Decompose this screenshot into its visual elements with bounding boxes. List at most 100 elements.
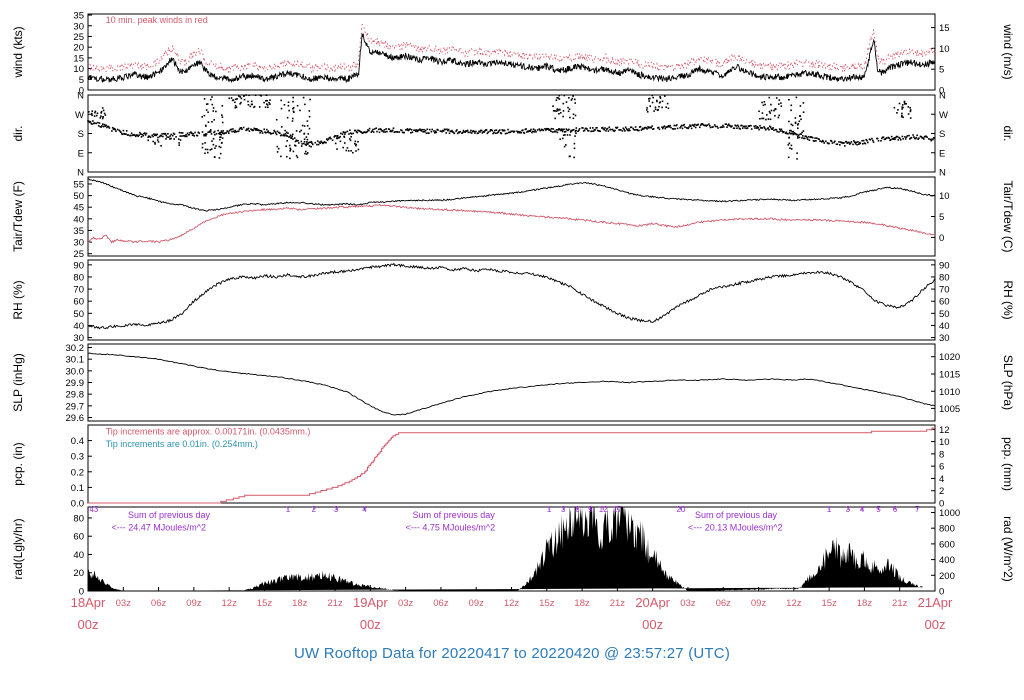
rad-ytick-left-label: 0 bbox=[79, 587, 84, 598]
temp-ytick-right-label: 10 bbox=[939, 191, 950, 202]
slp-ylabel-left: SLP (inHg) bbox=[11, 353, 25, 411]
slp-ytick-right-label: 1020 bbox=[939, 352, 960, 363]
temp-ylabel-left: Tair/Tdew (F) bbox=[11, 181, 25, 252]
wind-ytick-left-label: 20 bbox=[73, 43, 84, 54]
dir-ytick-left-label: S bbox=[78, 129, 84, 140]
wind-ytick-right-label: 0 bbox=[939, 86, 944, 97]
x-major-hour-label: 00z bbox=[925, 617, 946, 632]
x-minor-label: 03z bbox=[116, 598, 132, 609]
temp-ytick-left-label: 25 bbox=[73, 249, 84, 260]
rad-annotation: Sum of previous day bbox=[413, 510, 496, 520]
wind-ytick-right-label: 5 bbox=[939, 65, 944, 76]
x-minor-label: 03z bbox=[680, 598, 696, 609]
wind-ytick-left-label: 10 bbox=[73, 64, 84, 75]
x-minor-label: 09z bbox=[186, 598, 202, 609]
temp-ytick-left-label: 45 bbox=[73, 203, 84, 214]
x-major-day-label: 20Apr bbox=[635, 595, 670, 610]
dir-ytick-left-label: E bbox=[78, 148, 84, 159]
panel-slp: 29.629.729.829.930.030.130.2 1005 1010 1015… bbox=[11, 343, 1015, 424]
rad-annotation: 4 bbox=[860, 505, 865, 514]
wind-ytick-left-label: 0 bbox=[79, 86, 84, 97]
rh-frame bbox=[87, 259, 936, 341]
x-minor-label: 12z bbox=[786, 598, 802, 609]
dir-ytick-right-label: N bbox=[939, 168, 946, 179]
dir-ylabel-right: dir. bbox=[1001, 125, 1015, 141]
dir-wind-direction-series bbox=[87, 94, 936, 160]
wind-ylabel-right: wind (m/s) bbox=[1001, 23, 1015, 79]
x-minor-label: 15z bbox=[539, 598, 555, 609]
x-major-day-label: 19Apr bbox=[353, 595, 388, 610]
rad-ytick-right-label: 400 bbox=[939, 555, 955, 566]
rad-ytick-right-label: 200 bbox=[939, 571, 955, 582]
rad-annotation: 3 bbox=[561, 505, 566, 514]
temp-frame bbox=[87, 176, 936, 257]
x-major-day-label: 21Apr bbox=[918, 595, 953, 610]
rad-annotation: 1 bbox=[547, 505, 552, 514]
rh-ytick-right-label: 70 bbox=[939, 285, 950, 296]
wind-frame bbox=[87, 13, 936, 91]
rad-annotation: <--- 24.47 MJoules/m^2 bbox=[112, 523, 207, 533]
dir-frame bbox=[87, 94, 936, 173]
slp-sea-level-pressure-series bbox=[87, 352, 936, 416]
rad-ytick-left-label: 40 bbox=[73, 550, 84, 561]
rad-annotation: 1 bbox=[827, 505, 832, 514]
wind-ylabel-left: wind (kts) bbox=[11, 26, 25, 78]
dir-ytick-left-label: N bbox=[77, 91, 84, 102]
x-minor-label: 12z bbox=[504, 598, 520, 609]
temp-ytick-left-label: 55 bbox=[73, 179, 84, 190]
rad-ytick-left-label: 20 bbox=[73, 568, 84, 579]
rh-ytick-right-label: 30 bbox=[939, 333, 950, 344]
slp-ytick-left-label: 29.7 bbox=[66, 401, 85, 412]
temp-tair-series bbox=[87, 178, 936, 212]
wind-ytick-left-label: 15 bbox=[73, 53, 84, 64]
x-minor-label: 12z bbox=[222, 598, 238, 609]
rad-ytick-left-label: 80 bbox=[73, 513, 84, 524]
rad-annotation: 6 bbox=[893, 505, 898, 514]
pcp-ylabel-left: pcp. (in) bbox=[11, 442, 25, 485]
rad-annotation: 5 bbox=[876, 505, 881, 514]
dir-ytick-right-label: W bbox=[939, 110, 948, 121]
pcp-ytick-left-label: 0.2 bbox=[71, 467, 84, 478]
rh-ytick-left-label: 50 bbox=[73, 309, 84, 320]
rad-annotation: 20 bbox=[676, 505, 685, 514]
wind-ytick-left-label: 5 bbox=[79, 75, 84, 86]
rad-annotation: Sum of previous day bbox=[128, 510, 211, 520]
rad-ytick-left-label: 60 bbox=[73, 532, 84, 543]
slp-ytick-left-label: 30.0 bbox=[66, 366, 85, 377]
pcp-ytick-left-label: 0.1 bbox=[71, 483, 84, 494]
x-minor-label: 09z bbox=[469, 598, 485, 609]
wind-ytick-right-label: 15 bbox=[939, 23, 950, 34]
x-minor-label: 21z bbox=[327, 598, 343, 609]
x-minor-label: 21z bbox=[892, 598, 908, 609]
wind-ytick-left-label: 25 bbox=[73, 32, 84, 43]
dir-ylabel-left: dir. bbox=[11, 125, 25, 141]
pcp-ytick-right-label: 6 bbox=[939, 462, 944, 473]
rad-annotation: 2 bbox=[312, 505, 317, 514]
temp-ytick-left-label: 40 bbox=[73, 214, 84, 225]
rad-annotation: 6 bbox=[575, 505, 580, 514]
rh-ytick-left-label: 80 bbox=[73, 272, 84, 283]
temp-ytick-right-label: 5 bbox=[939, 212, 944, 223]
pcp-ytick-right-label: 12 bbox=[939, 425, 950, 436]
rad-solar-radiation-series bbox=[88, 507, 923, 591]
pcp-annotation: Tip increments are approx. 0.00171in. (0… bbox=[106, 426, 311, 436]
rad-ylabel-left: rad(Lgly/hr) bbox=[11, 518, 25, 579]
x-major-hour-label: 00z bbox=[360, 617, 381, 632]
temp-ylabel-right: Tair/Tdew (C) bbox=[1001, 180, 1015, 252]
rh-ytick-left-label: 30 bbox=[73, 333, 84, 344]
temp-ytick-right-label: 0 bbox=[939, 233, 944, 244]
wind-ytick-left-label: 35 bbox=[73, 11, 84, 22]
pcp-ytick-right-label: 8 bbox=[939, 449, 944, 460]
pcp-ytick-right-label: 2 bbox=[939, 486, 944, 497]
dir-ytick-right-label: E bbox=[939, 148, 945, 159]
slp-ytick-left-label: 30.2 bbox=[66, 343, 85, 354]
temp-tdew-series bbox=[87, 203, 936, 244]
pcp-ytick-left-label: 0.3 bbox=[71, 452, 84, 463]
pcp-ytick-left-label: 0.4 bbox=[71, 436, 84, 447]
